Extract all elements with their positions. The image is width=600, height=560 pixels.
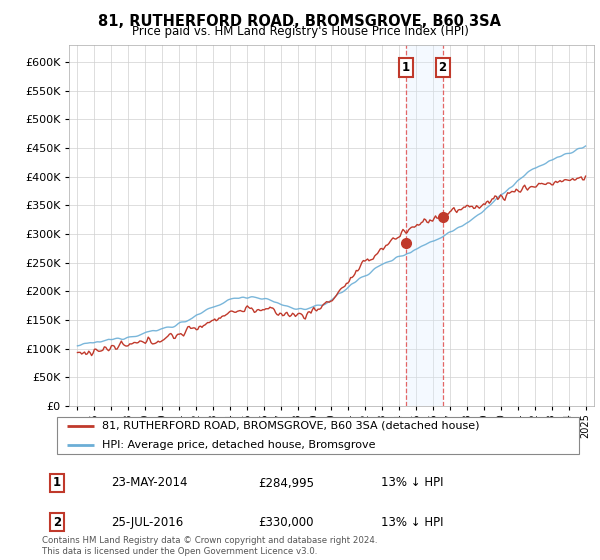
Text: £284,995: £284,995 [258, 477, 314, 489]
Text: £330,000: £330,000 [258, 516, 314, 529]
Text: 1: 1 [401, 61, 410, 74]
Text: 13% ↓ HPI: 13% ↓ HPI [381, 516, 443, 529]
Text: Contains HM Land Registry data © Crown copyright and database right 2024.
This d: Contains HM Land Registry data © Crown c… [42, 536, 377, 556]
Text: 1: 1 [53, 477, 61, 489]
Text: 81, RUTHERFORD ROAD, BROMSGROVE, B60 3SA (detached house): 81, RUTHERFORD ROAD, BROMSGROVE, B60 3SA… [101, 421, 479, 431]
Text: 2: 2 [439, 61, 446, 74]
Text: 81, RUTHERFORD ROAD, BROMSGROVE, B60 3SA: 81, RUTHERFORD ROAD, BROMSGROVE, B60 3SA [98, 14, 502, 29]
Text: 25-JUL-2016: 25-JUL-2016 [111, 516, 183, 529]
Text: 13% ↓ HPI: 13% ↓ HPI [381, 477, 443, 489]
Text: HPI: Average price, detached house, Bromsgrove: HPI: Average price, detached house, Brom… [101, 440, 375, 450]
FancyBboxPatch shape [56, 417, 580, 454]
Text: Price paid vs. HM Land Registry's House Price Index (HPI): Price paid vs. HM Land Registry's House … [131, 25, 469, 38]
Text: 23-MAY-2014: 23-MAY-2014 [111, 477, 187, 489]
Bar [406, 45, 443, 406]
Text: 2: 2 [53, 516, 61, 529]
